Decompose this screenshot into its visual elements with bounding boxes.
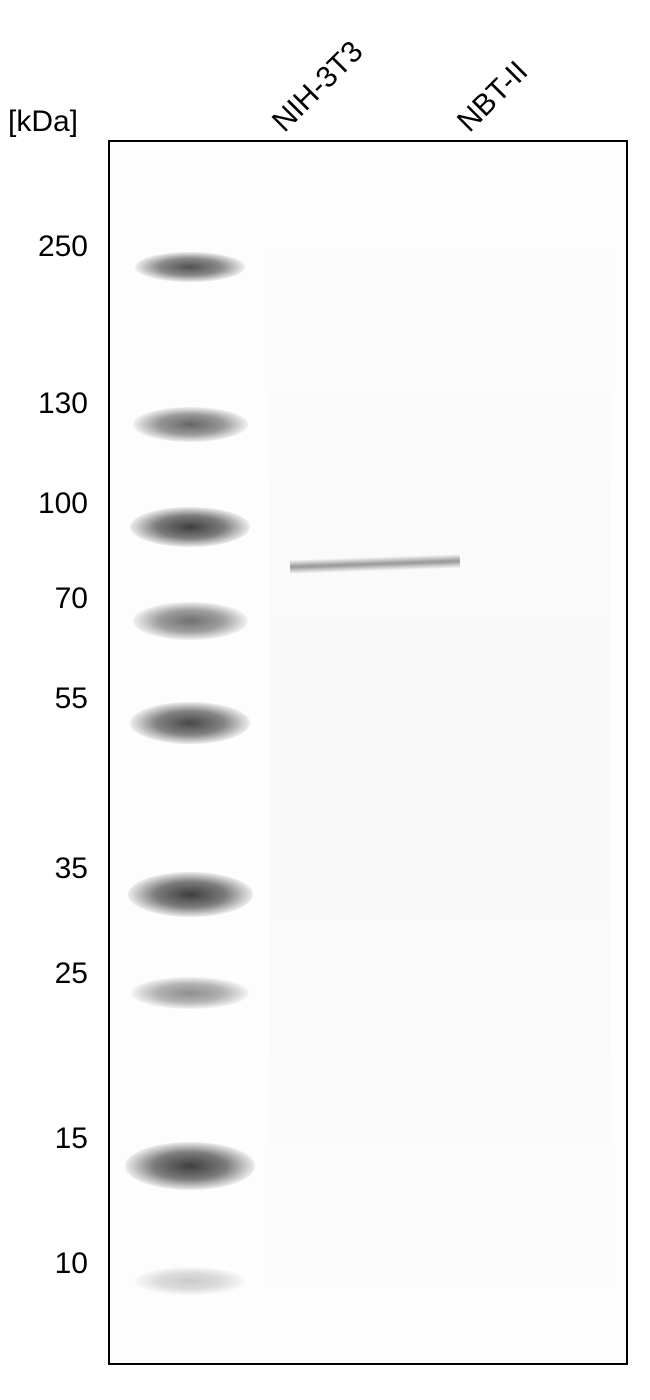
ladder-band-0	[135, 252, 245, 282]
blot-membrane	[108, 140, 628, 1365]
marker-100: 100	[18, 487, 88, 521]
ladder-band-1	[133, 407, 248, 442]
ladder-band-8	[135, 1267, 245, 1295]
marker-70: 70	[18, 582, 88, 616]
marker-250: 250	[18, 230, 88, 264]
lane-label-0: NIH-3T3	[266, 35, 370, 139]
ladder-band-5	[128, 872, 253, 917]
blot-container: [kDa] NIH-3T3 NBT-II 250 130 100 70 55 35 25 15…	[0, 0, 650, 1400]
marker-35: 35	[18, 852, 88, 886]
background-smear	[270, 192, 610, 1342]
marker-55: 55	[18, 682, 88, 716]
y-axis-unit: [kDa]	[8, 105, 78, 139]
marker-130: 130	[18, 387, 88, 421]
ladder-band-3	[133, 602, 248, 640]
marker-25: 25	[18, 957, 88, 991]
lane-label-1: NBT-II	[451, 55, 535, 139]
marker-10: 10	[18, 1247, 88, 1281]
ladder-band-2	[130, 507, 250, 547]
ladder-band-4	[130, 702, 250, 744]
ladder-band-6	[131, 977, 249, 1009]
marker-15: 15	[18, 1122, 88, 1156]
ladder-band-7	[125, 1142, 255, 1190]
